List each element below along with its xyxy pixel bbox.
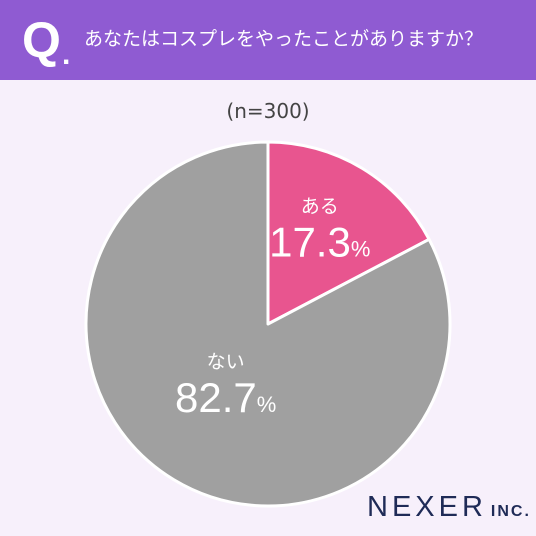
sample-size-label: (n=300) [226, 99, 310, 123]
q-dot: . [62, 38, 71, 71]
question-text: あなたはコスプレをやったことがありますか？ [84, 28, 484, 50]
pie-slice-no [84, 140, 452, 508]
brand-logo: NEXER INC. [367, 492, 531, 527]
brand-suffix: INC. [490, 503, 531, 520]
slice-value-label: 17.3% [269, 218, 370, 265]
slice-value-label: 82.7% [175, 374, 276, 421]
question-header: Q . あなたはコスプレをやったことがありますか？ [0, 0, 536, 80]
slice-label: ない [207, 351, 245, 373]
pie-slice-yes [266, 140, 431, 326]
q-mark: Q [22, 12, 61, 68]
brand-name: NEXER [367, 491, 487, 523]
slice-label: ある [301, 195, 339, 217]
